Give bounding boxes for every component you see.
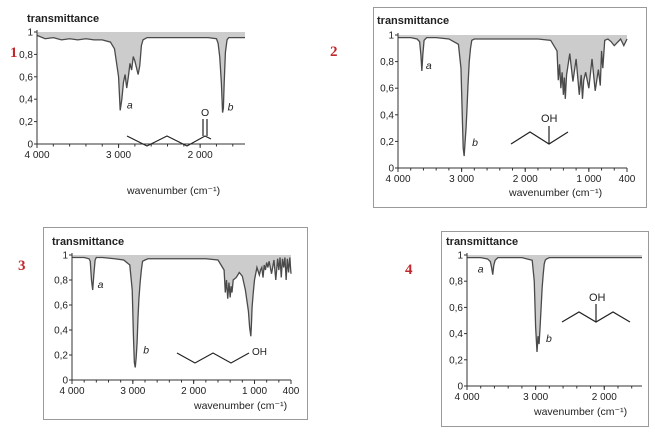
y-axis-title: transmittance xyxy=(446,236,518,248)
y-tick-label: 0,2 xyxy=(54,351,68,362)
x-tick-label: 2 000 xyxy=(513,174,538,185)
x-tick-label: 1 000 xyxy=(576,174,601,185)
y-tick-label: 1 xyxy=(62,251,68,262)
x-tick-label: 400 xyxy=(619,174,636,185)
chart-number-2: 2 xyxy=(330,44,338,60)
x-tick-label: 3 000 xyxy=(449,174,474,185)
x-tick-label: 4 000 xyxy=(454,392,479,403)
y-tick-label: 1 xyxy=(457,251,463,262)
y-tick-label: 0,2 xyxy=(19,117,33,128)
y-tick-label: 0,2 xyxy=(449,355,463,366)
y-tick-label: 0,4 xyxy=(449,329,463,340)
spectrum-line xyxy=(398,37,628,157)
x-axis-title: wavenumber (cm⁻¹) xyxy=(126,185,220,197)
x-tick-label: 1 000 xyxy=(242,386,267,397)
peak-label-b: b xyxy=(143,345,149,357)
alcohol-molecule xyxy=(176,352,250,364)
x-tick-label: 4 000 xyxy=(24,150,49,161)
chart-number-1: 1 xyxy=(10,45,18,61)
peak-label-b: b xyxy=(546,333,552,345)
y-tick-label: 0,2 xyxy=(380,137,394,148)
oxygen-label: O xyxy=(201,107,209,119)
hydroxyl-label: OH xyxy=(252,347,267,358)
spectrum-panel-3: 0 0,2 0,4 0,6 0,8 1 4 000 3 000 2 000 1 000 400 tra… xyxy=(43,227,308,420)
spectrum-line xyxy=(467,256,642,352)
y-tick-label: 1 xyxy=(388,31,394,42)
chart-number-3: 3 xyxy=(18,258,26,274)
peak-label-a: a xyxy=(478,264,484,276)
x-axis-title: wavenumber (cm⁻¹) xyxy=(193,400,287,412)
hydroxyl-label: OH xyxy=(589,292,606,304)
ir-spectrum-chart-2: 0 0,2 0,4 0,6 0,8 1 4 000 3 000 2 000 1 000 400 tra… xyxy=(377,15,636,199)
peak-label-a: a xyxy=(127,99,133,111)
peak-label-a: a xyxy=(98,279,104,291)
y-tick-label: 0 xyxy=(62,376,68,387)
x-tick-label: 2 000 xyxy=(592,392,617,403)
y-tick-label: 0,6 xyxy=(380,84,394,95)
y-tick-label: 0 xyxy=(388,164,394,175)
y-tick-label: 0 xyxy=(457,382,463,393)
y-tick-label: 1 xyxy=(27,28,33,39)
spectrum-panel-2: 0 0,2 0,4 0,6 0,8 1 4 000 3 000 2 000 1 000 400 tra… xyxy=(373,7,647,208)
pentanal-molecule xyxy=(126,135,212,147)
y-axis-title: transmittance xyxy=(52,236,124,248)
x-tick-label: 3 000 xyxy=(106,150,131,161)
y-axis-title: transmittance xyxy=(27,13,99,25)
peak-label-b: b xyxy=(472,137,478,149)
y-tick-label: 0,6 xyxy=(54,301,68,312)
absorbance-shading xyxy=(72,255,291,368)
ir-spectrum-chart-1: 0 0,2 0,4 0,6 0,8 1 4 000 3 000 2 000 transmittan… xyxy=(19,13,245,197)
x-tick-label: 3 000 xyxy=(523,392,548,403)
peak-label-b: b xyxy=(228,102,234,114)
ir-spectrum-chart-3: 0 0,2 0,4 0,6 0,8 1 4 000 3 000 2 000 1 000 400 tra… xyxy=(52,236,300,412)
y-tick-label: 0 xyxy=(27,140,33,151)
x-tick-label: 2 000 xyxy=(188,150,213,161)
y-tick-label: 0,6 xyxy=(19,72,33,83)
y-tick-label: 0,4 xyxy=(19,95,33,106)
x-tick-label: 3 000 xyxy=(120,386,145,397)
x-axis-title: wavenumber (cm⁻¹) xyxy=(533,406,627,418)
y-tick-label: 0,8 xyxy=(380,57,394,68)
y-tick-label: 0,8 xyxy=(19,50,33,61)
y-tick-label: 0,4 xyxy=(380,110,394,121)
y-tick-label: 0,6 xyxy=(449,303,463,314)
absorbance-shading xyxy=(398,35,627,157)
chart-number-4: 4 xyxy=(405,262,413,278)
spectrum-panel-4: 0 0,2 0,4 0,6 0,8 1 4 000 3 000 2 000 transmittan… xyxy=(441,231,649,427)
x-axis-title: wavenumber (cm⁻¹) xyxy=(508,187,602,199)
x-tick-label: 400 xyxy=(283,386,300,397)
y-axis-title: transmittance xyxy=(377,15,449,27)
peak-label-a: a xyxy=(426,60,432,72)
hydroxyl-label: OH xyxy=(541,113,558,125)
y-tick-label: 0,4 xyxy=(54,326,68,337)
ir-spectrum-chart-4: 0 0,2 0,4 0,6 0,8 1 4 000 3 000 2 000 transmittan… xyxy=(446,236,642,418)
x-tick-label: 4 000 xyxy=(59,386,84,397)
x-tick-label: 4 000 xyxy=(385,174,410,185)
butan-2-ol-molecule xyxy=(510,131,569,145)
y-tick-label: 0,8 xyxy=(449,277,463,288)
y-tick-label: 0,8 xyxy=(54,276,68,287)
spectrum-panel-1: 0 0,2 0,4 0,6 0,8 1 4 000 3 000 2 000 transmittan… xyxy=(19,8,257,205)
spectrum-line xyxy=(36,34,245,113)
absorbance-shading xyxy=(37,32,245,113)
x-tick-label: 2 000 xyxy=(181,386,206,397)
spectrum-line xyxy=(72,256,292,368)
